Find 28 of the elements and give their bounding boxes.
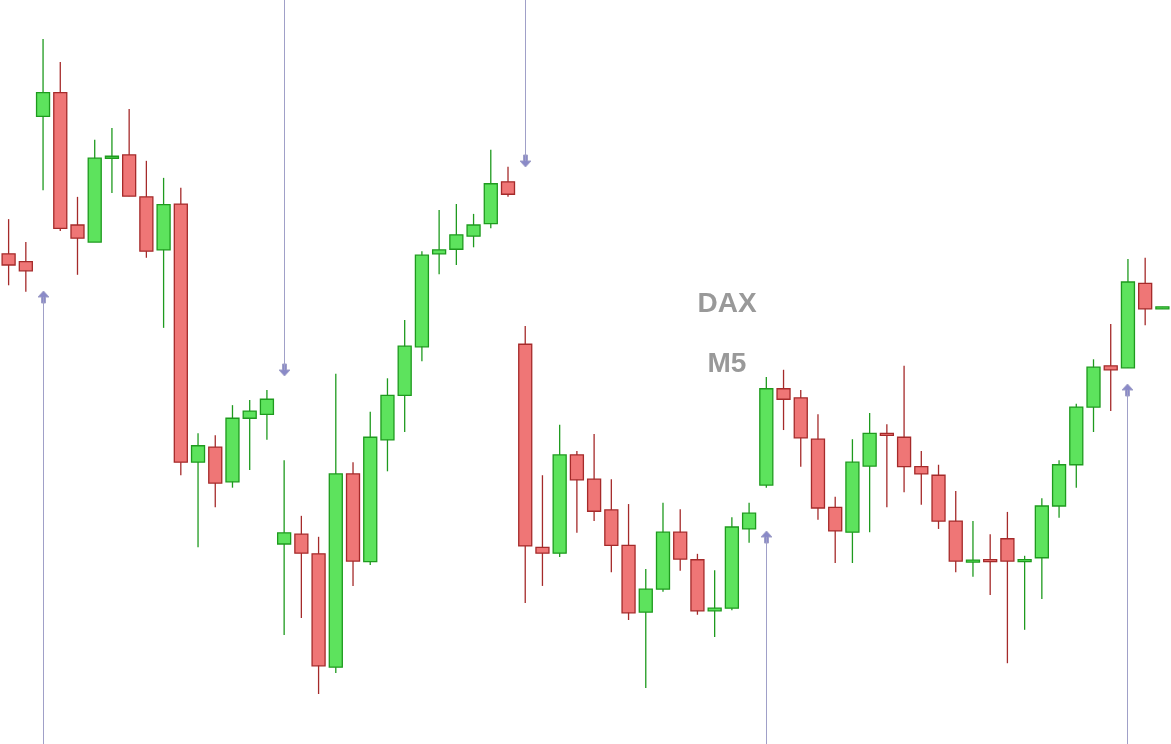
candlestick	[466, 213, 481, 248]
candlestick	[242, 399, 257, 471]
candlestick	[259, 389, 275, 441]
candlestick	[1, 218, 16, 286]
candlestick	[741, 502, 757, 544]
candlestick	[449, 203, 464, 266]
candlestick	[294, 515, 309, 619]
candlestick	[1000, 511, 1015, 664]
candlestick	[914, 450, 929, 506]
candlestick	[879, 423, 895, 508]
text: M5	[707, 346, 747, 378]
candlestick	[104, 127, 120, 194]
text: DAX	[697, 286, 757, 318]
candlestick	[965, 520, 981, 578]
candlestick	[828, 496, 843, 564]
candlestick	[500, 166, 516, 198]
candlestick	[1103, 323, 1118, 412]
candlestick	[18, 241, 33, 293]
candlestick	[983, 533, 998, 596]
candlestick	[638, 568, 653, 689]
candlestick	[276, 459, 292, 636]
candlestick	[190, 432, 206, 548]
candlestick	[70, 196, 85, 276]
candlestick	[776, 369, 791, 431]
candlestick	[1017, 555, 1032, 631]
candlestick	[535, 474, 550, 587]
candlestick	[431, 209, 447, 275]
candlestick	[35, 38, 51, 191]
